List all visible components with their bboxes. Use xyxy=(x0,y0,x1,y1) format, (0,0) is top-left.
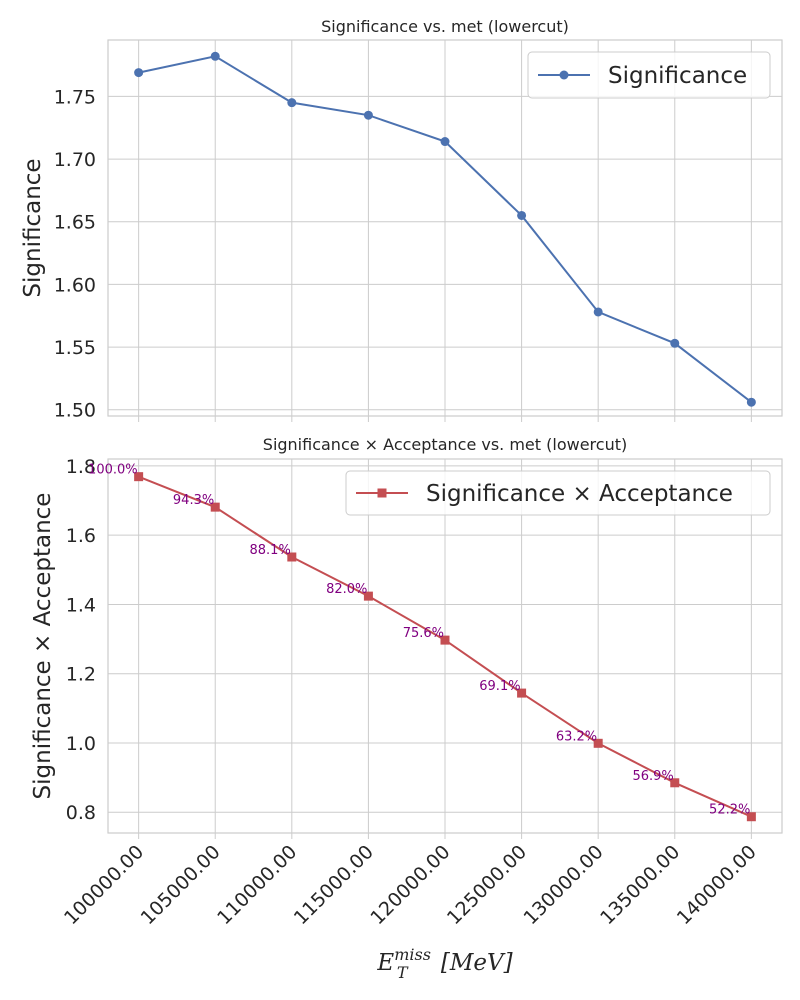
chart-title: Significance vs. met (lowercut) xyxy=(321,17,569,36)
x-axis-label-sup: miss xyxy=(394,945,431,964)
data-point xyxy=(593,738,603,748)
x-tick-label: 140000.00 xyxy=(673,841,761,929)
y-tick-label: 1.60 xyxy=(54,274,96,296)
data-point xyxy=(746,812,756,822)
y-tick-label: 1.70 xyxy=(54,149,96,171)
data-point xyxy=(670,778,680,788)
data-point xyxy=(440,137,450,147)
acceptance-annotation: 82.0% xyxy=(326,582,367,597)
legend-label: Significance × Acceptance xyxy=(426,481,733,507)
y-tick-label: 1.50 xyxy=(54,400,96,422)
significance-acceptance-panel: 0.8 1.0 1.2 1.4 1.6 1.8 Significance × Accepta… xyxy=(30,435,783,929)
chart-title: Significance × Acceptance vs. met (lower… xyxy=(263,435,627,454)
acceptance-annotation: 69.1% xyxy=(479,679,520,694)
x-tick-label: 130000.00 xyxy=(520,841,608,929)
acceptance-annotation: 75.6% xyxy=(403,626,444,641)
x-axis-label: Emiss T [MeV] xyxy=(376,945,512,982)
data-point xyxy=(517,688,527,698)
data-point xyxy=(363,591,373,601)
legend-box xyxy=(527,51,771,99)
legend-swatch-marker xyxy=(559,70,569,80)
data-point xyxy=(134,472,144,482)
data-point xyxy=(287,98,297,108)
x-axis-label-main: E xyxy=(376,950,394,976)
x-tick-label: 135000.00 xyxy=(596,841,684,929)
legend-swatch-marker xyxy=(377,488,387,498)
x-tick-label: 105000.00 xyxy=(137,841,225,929)
data-point xyxy=(670,338,680,348)
x-tick-label: 100000.00 xyxy=(60,841,148,929)
x-tick-label: 125000.00 xyxy=(443,841,531,929)
acceptance-annotation: 63.2% xyxy=(556,729,597,744)
data-point xyxy=(363,110,373,120)
y-tick-label: 1.55 xyxy=(54,337,96,359)
data-point xyxy=(517,210,527,220)
y-tick-label: 1.0 xyxy=(66,733,96,755)
x-tick-label: 120000.00 xyxy=(366,841,454,929)
x-axis-label-text: Emiss T [MeV] xyxy=(376,945,512,982)
acceptance-annotation: 88.1% xyxy=(250,543,291,558)
data-point xyxy=(210,51,220,61)
significance-panel: 1.50 1.55 1.60 1.65 1.70 1.75 Significance vs.… xyxy=(20,17,783,422)
data-point xyxy=(593,307,603,317)
data-point xyxy=(134,68,144,78)
data-point xyxy=(287,552,297,562)
y-tick-label: 1.4 xyxy=(66,594,96,616)
x-tick-label: 110000.00 xyxy=(213,841,301,929)
data-point xyxy=(746,397,756,407)
y-tick-label: 0.8 xyxy=(66,802,96,824)
y-tick-label: 1.65 xyxy=(54,212,96,234)
x-tick-label: 115000.00 xyxy=(290,841,378,929)
acceptance-annotation: 94.3% xyxy=(173,493,214,508)
x-axis-label-unit: [MeV] xyxy=(434,950,513,976)
data-point xyxy=(440,635,450,645)
y-tick-label: 1.2 xyxy=(66,664,96,686)
legend-label: Significance xyxy=(608,63,747,89)
acceptance-annotation: 52.2% xyxy=(709,803,750,818)
y-axis-label: Significance xyxy=(20,158,46,297)
y-axis-label: Significance × Acceptance xyxy=(30,493,56,800)
acceptance-annotation: 100.0% xyxy=(88,463,138,478)
y-tick-label: 1.75 xyxy=(54,86,96,108)
data-point xyxy=(210,502,220,512)
legend-box xyxy=(345,470,771,516)
acceptance-annotation: 56.9% xyxy=(632,769,673,784)
y-tick-label: 1.8 xyxy=(66,456,96,478)
x-axis-label-sub: T xyxy=(397,963,409,982)
y-tick-label: 1.6 xyxy=(66,525,96,547)
